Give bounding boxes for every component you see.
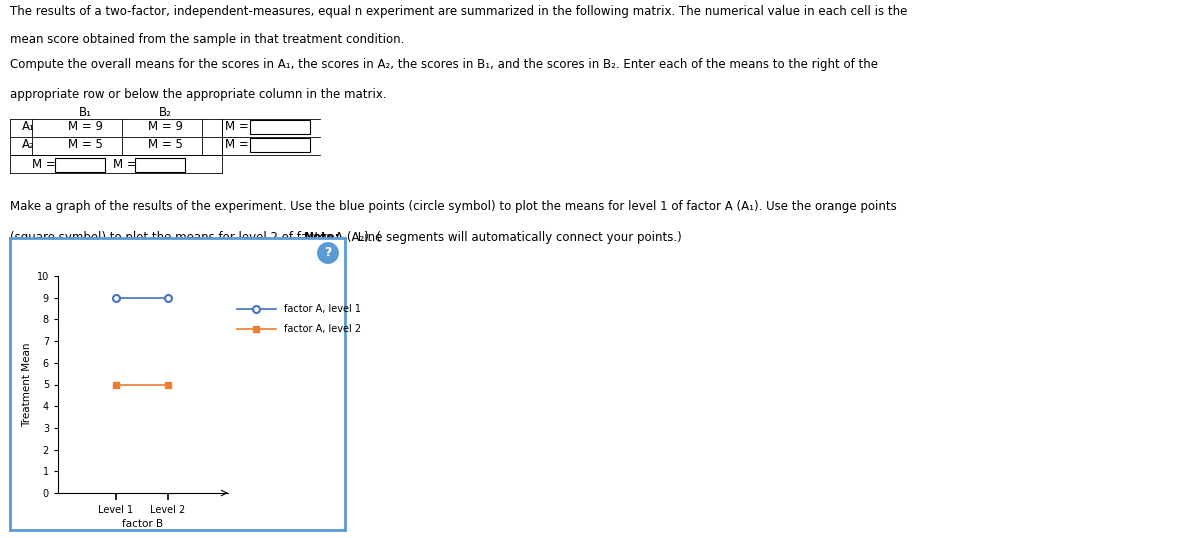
FancyBboxPatch shape bbox=[134, 158, 185, 172]
Text: Make a graph of the results of the experiment. Use the blue points (circle symbo: Make a graph of the results of the exper… bbox=[10, 200, 896, 213]
Text: M = 5: M = 5 bbox=[148, 138, 182, 152]
Text: M = 9: M = 9 bbox=[67, 121, 102, 133]
Text: A₂: A₂ bbox=[22, 138, 35, 152]
Text: The results of a two-factor, independent-measures, equal n experiment are summar: The results of a two-factor, independent… bbox=[10, 5, 907, 18]
Text: mean score obtained from the sample in that treatment condition.: mean score obtained from the sample in t… bbox=[10, 33, 404, 46]
Text: Note:: Note: bbox=[304, 231, 341, 244]
Text: factor A, level 2: factor A, level 2 bbox=[284, 324, 361, 334]
Text: M = 9: M = 9 bbox=[148, 121, 182, 133]
Text: factor A, level 1: factor A, level 1 bbox=[284, 304, 361, 314]
Text: Compute the overall means for the scores in A₁, the scores in A₂, the scores in : Compute the overall means for the scores… bbox=[10, 58, 878, 71]
Text: (square symbol) to plot the means for level 2 of factor A (A₂). (: (square symbol) to plot the means for le… bbox=[10, 231, 382, 244]
Text: M =: M = bbox=[226, 121, 248, 133]
FancyBboxPatch shape bbox=[250, 138, 310, 152]
Text: appropriate row or below the appropriate column in the matrix.: appropriate row or below the appropriate… bbox=[10, 88, 386, 101]
Text: B₂: B₂ bbox=[158, 107, 172, 119]
Circle shape bbox=[318, 243, 338, 263]
Text: ?: ? bbox=[324, 246, 331, 259]
Text: B₁: B₁ bbox=[78, 107, 91, 119]
Text: M =: M = bbox=[32, 159, 55, 172]
FancyBboxPatch shape bbox=[55, 158, 106, 172]
Y-axis label: Treatment Mean: Treatment Mean bbox=[23, 342, 32, 427]
Text: M =: M = bbox=[113, 159, 137, 172]
Text: M = 5: M = 5 bbox=[67, 138, 102, 152]
X-axis label: factor B: factor B bbox=[122, 519, 163, 529]
FancyBboxPatch shape bbox=[250, 120, 310, 134]
Text: M =: M = bbox=[226, 138, 248, 152]
Text: Line segments will automatically connect your points.): Line segments will automatically connect… bbox=[354, 231, 682, 244]
Text: A₁: A₁ bbox=[22, 121, 35, 133]
